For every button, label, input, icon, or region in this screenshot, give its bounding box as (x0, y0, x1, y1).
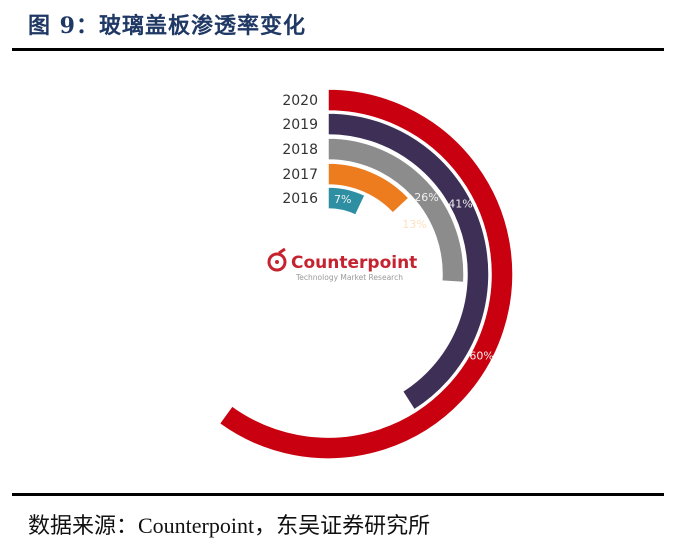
year-label: 2017 (282, 167, 318, 183)
arc-series (218, 88, 514, 460)
year-labels: 2016 2017 2018 2019 2020 (282, 93, 318, 207)
arc-2017 (327, 162, 410, 215)
logo-brand-text: Counterpoint (291, 253, 417, 273)
year-label: 2019 (282, 117, 318, 133)
arc-2016 (327, 186, 367, 217)
value-labels: 7% 13% 26% 41% 60% (334, 191, 494, 363)
counterpoint-logo: Counterpoint Technology Market Research (267, 247, 417, 282)
figure-title: 图 9：玻璃盖板渗透率变化 (28, 13, 306, 39)
year-label: 2020 (282, 93, 318, 109)
value-label: 13% (402, 218, 426, 231)
arc-2020 (218, 88, 514, 460)
value-label: 60% (469, 350, 493, 363)
year-label: 2018 (282, 142, 318, 158)
year-label: 2016 (282, 191, 318, 207)
logo-tagline-text: Technology Market Research (295, 273, 403, 282)
top-divider (12, 48, 664, 51)
chart-canvas: 2016 2017 2018 2019 2020 7% 13% 26% 41% 60% Coun… (218, 88, 514, 460)
value-label: 26% (414, 191, 438, 204)
value-label: 41% (448, 198, 472, 211)
counterpoint-logo-icon (267, 247, 287, 272)
arc-2018 (327, 137, 465, 284)
source-note: 数据来源：Counterpoint，东吴证券研究所 (28, 513, 431, 538)
value-label: 7% (334, 193, 351, 206)
radial-bar-chart: 2016 2017 2018 2019 2020 7% 13% 26% 41% 60% Coun… (0, 60, 685, 490)
bottom-divider (12, 493, 664, 496)
arc-2019 (327, 112, 490, 411)
